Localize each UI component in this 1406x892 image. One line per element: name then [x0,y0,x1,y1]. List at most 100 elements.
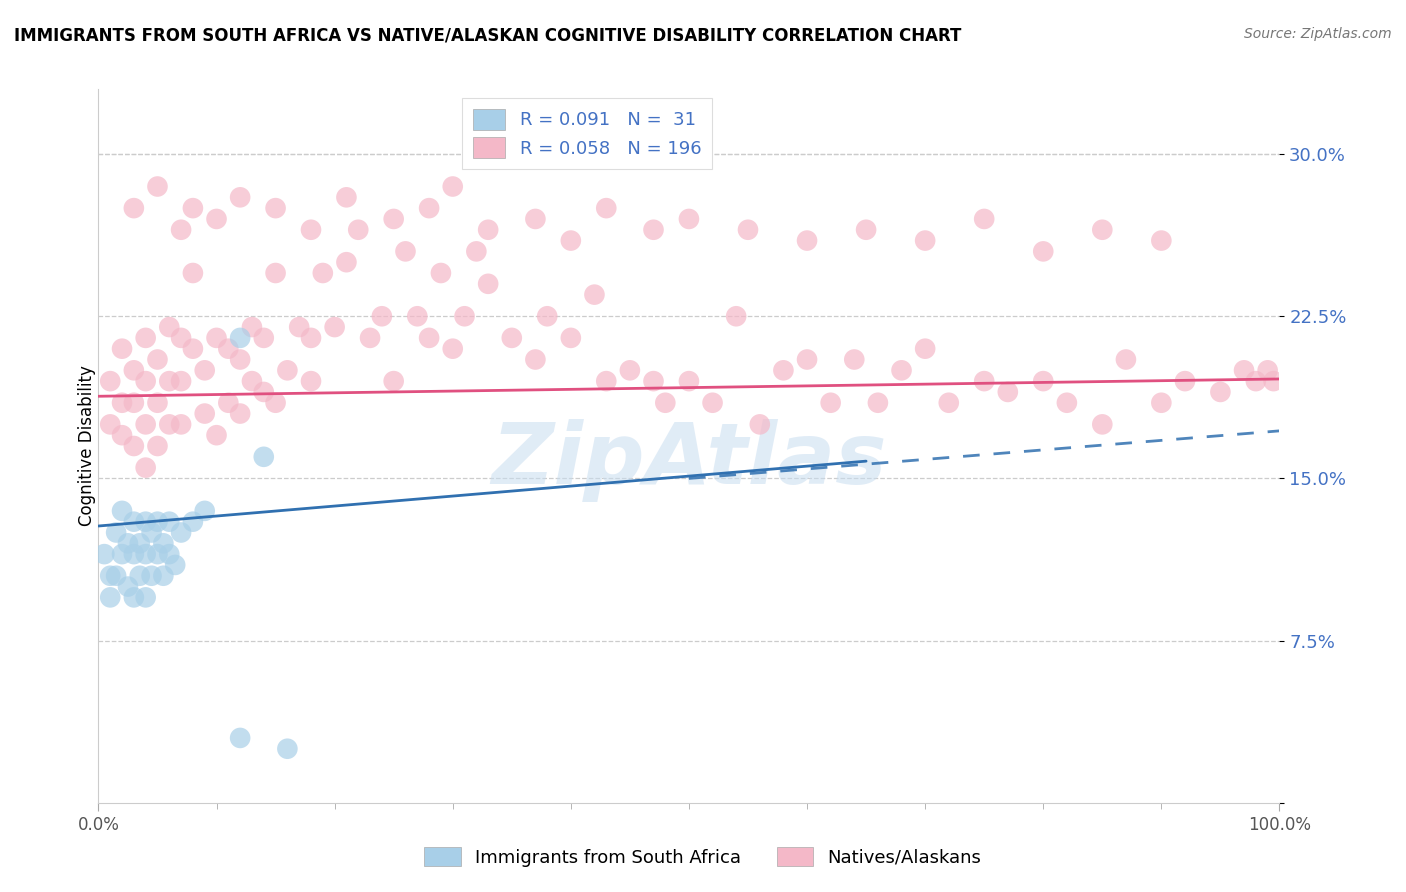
Point [135,460,157,475]
Point [973,211,995,226]
Point [141,525,163,540]
Point [229,731,252,745]
Point [1174,374,1197,388]
Point [146,179,169,194]
Point [253,331,276,345]
Point [98,591,121,605]
Point [98,417,121,432]
Point [1244,374,1267,388]
Point [135,374,157,388]
Point [725,310,748,324]
Point [654,396,676,410]
Point [146,547,169,561]
Point [1257,363,1279,377]
Point [382,374,405,388]
Point [111,428,134,442]
Point [205,428,228,442]
Point [678,374,700,388]
Point [111,547,134,561]
Point [111,504,134,518]
Point [135,591,157,605]
Point [122,396,145,410]
Point [253,384,276,399]
Point [157,547,180,561]
Text: ZipAtlas: ZipAtlas [491,418,887,502]
Point [441,179,464,194]
Point [111,396,134,410]
Point [914,234,936,248]
Point [194,504,217,518]
Point [643,374,665,388]
Point [181,201,204,215]
Point [595,201,617,215]
Point [866,396,889,410]
Point [229,331,252,345]
Point [170,223,193,237]
Point [276,741,298,756]
Point [524,352,547,367]
Point [441,342,464,356]
Point [335,190,357,204]
Point [477,277,499,291]
Point [165,558,187,572]
Point [560,234,582,248]
Point [1150,396,1173,410]
Point [152,568,174,582]
Point [453,310,475,324]
Point [288,320,311,334]
Point [170,374,193,388]
Point [1032,244,1054,259]
Point [128,568,150,582]
Point [299,331,322,345]
Point [772,363,794,377]
Point [117,580,139,594]
Point [217,396,239,410]
Point [1209,384,1232,399]
Point [240,374,263,388]
Point [477,223,499,237]
Point [146,515,169,529]
Point [253,450,276,464]
Point [105,568,128,582]
Point [678,211,700,226]
Point [157,320,180,334]
Point [194,363,217,377]
Point [524,211,547,226]
Point [1056,396,1078,410]
Point [1233,363,1256,377]
Point [170,417,193,432]
Point [997,384,1019,399]
Point [194,407,217,421]
Point [1091,223,1114,237]
Point [890,363,912,377]
Point [643,223,665,237]
Point [264,396,287,410]
Point [418,331,440,345]
Point [855,223,877,237]
Point [430,266,453,280]
Point [122,547,145,561]
Point [157,374,180,388]
Point [820,396,842,410]
Point [170,331,193,345]
Point [205,211,228,226]
Point [359,331,381,345]
Point [146,439,169,453]
Point [146,396,169,410]
Point [560,331,582,345]
Point [157,417,180,432]
Point [973,374,995,388]
Point [1150,234,1173,248]
Point [737,223,759,237]
Point [229,190,252,204]
Point [111,342,134,356]
Point [122,201,145,215]
Point [465,244,488,259]
Point [117,536,139,550]
Point [135,515,157,529]
Point [796,352,818,367]
Point [844,352,866,367]
Point [146,352,169,367]
Point [135,331,157,345]
Point [501,331,523,345]
